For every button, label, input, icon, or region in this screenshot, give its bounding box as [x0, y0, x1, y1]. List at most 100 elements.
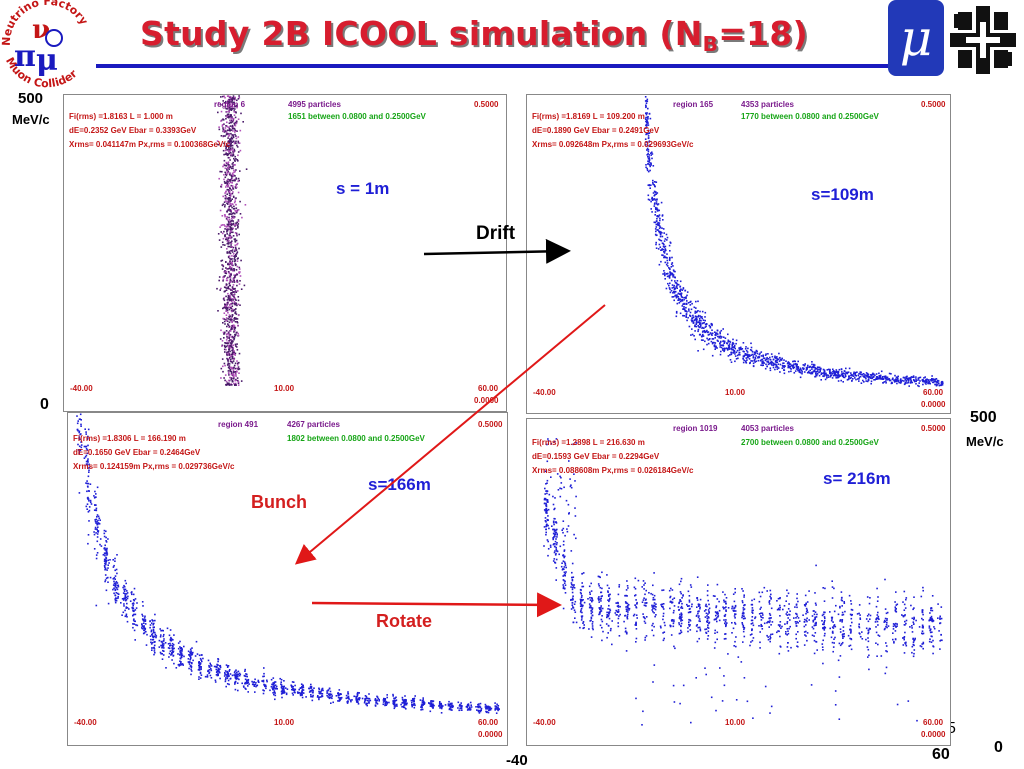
scatter-point: [366, 697, 369, 700]
scatter-point: [270, 685, 273, 688]
scatter-point: [852, 375, 855, 377]
scatter-point: [88, 463, 90, 466]
plot-panel-s109: Fi(rms) =1.8169 L = 109.200 m dE=0.1890 …: [526, 94, 951, 414]
scatter-point: [719, 335, 722, 337]
scatter-point: [829, 372, 831, 374]
scatter-point: [484, 703, 487, 706]
scatter-point: [897, 375, 899, 378]
scatter-point: [237, 334, 240, 337]
scatter-point: [104, 566, 106, 568]
scatter-point: [183, 655, 185, 658]
scatter-point: [96, 528, 98, 531]
scatter-point: [874, 378, 876, 381]
scatter-point: [723, 349, 726, 352]
scatter-point: [571, 604, 574, 606]
scatter-point: [931, 620, 934, 623]
scatter-point: [645, 120, 647, 123]
scatter-point: [239, 129, 242, 132]
scatter-point: [232, 153, 234, 155]
scatter-point: [695, 317, 698, 320]
scatter-point: [191, 647, 193, 649]
scatter-point: [919, 380, 921, 382]
scatter-point: [188, 663, 191, 665]
scatter-point: [922, 383, 924, 386]
scatter-point: [228, 344, 231, 347]
scatter-point: [356, 701, 358, 703]
scatter-point: [87, 435, 89, 438]
scatter-point: [121, 598, 124, 600]
scatter-point: [652, 183, 654, 186]
scatter-point: [318, 687, 320, 690]
scatter-point: [720, 344, 723, 347]
scatter-point: [647, 129, 650, 132]
scatter-point: [755, 355, 757, 357]
scatter-point: [226, 342, 229, 345]
scatter-point: [867, 656, 869, 658]
scatter-point: [235, 675, 238, 678]
scatter-point: [635, 621, 637, 624]
scatter-point: [767, 361, 770, 364]
scatter-point: [903, 652, 906, 654]
scatter-point: [411, 705, 413, 708]
scatter-point: [144, 620, 147, 622]
scatter-point: [645, 166, 647, 169]
scatter-point: [230, 366, 232, 369]
scatter-point: [682, 308, 684, 310]
scatter-point: [490, 707, 493, 710]
scatter-point: [852, 378, 854, 380]
scatter-point: [179, 652, 182, 654]
scatter-point: [229, 148, 232, 150]
scatter-point: [823, 623, 825, 626]
scatter-point: [234, 116, 237, 119]
scatter-point: [217, 233, 220, 235]
scatter-point: [404, 702, 407, 704]
scatter-point: [234, 291, 236, 293]
scatter-point: [682, 314, 684, 317]
scatter-point: [217, 670, 220, 673]
scatter-point: [905, 376, 907, 378]
scatter-point: [844, 610, 846, 613]
scatter-point: [227, 161, 230, 163]
scatter-point: [697, 616, 700, 619]
scatter-point: [229, 358, 232, 361]
scatter-point: [776, 359, 778, 361]
scatter-point: [680, 622, 683, 625]
scatter-point: [813, 366, 816, 368]
scatter-point: [691, 319, 694, 322]
scatter-point: [925, 378, 927, 381]
scatter-point: [103, 529, 106, 532]
scatter-point: [626, 602, 629, 605]
scatter-point: [824, 373, 826, 376]
scatter-point: [226, 211, 228, 213]
scatter-point: [466, 704, 469, 706]
scatter-point: [930, 615, 933, 618]
scatter-point: [818, 371, 820, 374]
scatter-point: [84, 428, 86, 430]
scatter-point: [647, 163, 649, 165]
scatter-point: [649, 144, 651, 146]
scatter-point: [871, 376, 874, 379]
scatter-point: [879, 375, 881, 377]
scatter-point: [591, 627, 594, 629]
scatter-point: [918, 382, 920, 384]
scatter-point: [894, 630, 897, 632]
scatter-point: [605, 623, 608, 625]
scatter-point: [395, 696, 397, 699]
scatter-point: [659, 235, 662, 238]
scatter-point: [236, 146, 239, 148]
scatter-point: [229, 673, 232, 675]
scatter-point: [238, 142, 241, 144]
scatter-point: [654, 194, 656, 196]
scatter-point: [797, 622, 799, 624]
scatter-point: [231, 240, 233, 242]
particle-points: [216, 95, 248, 386]
scatter-point: [565, 566, 567, 569]
scatter-point: [803, 631, 806, 633]
scatter-point: [234, 321, 237, 323]
scatter-point: [752, 355, 755, 357]
scatter-point: [224, 205, 226, 208]
scatter-point: [865, 380, 867, 382]
scatter-point: [674, 280, 676, 282]
scatter-point: [228, 116, 230, 119]
scatter-point: [95, 604, 98, 607]
